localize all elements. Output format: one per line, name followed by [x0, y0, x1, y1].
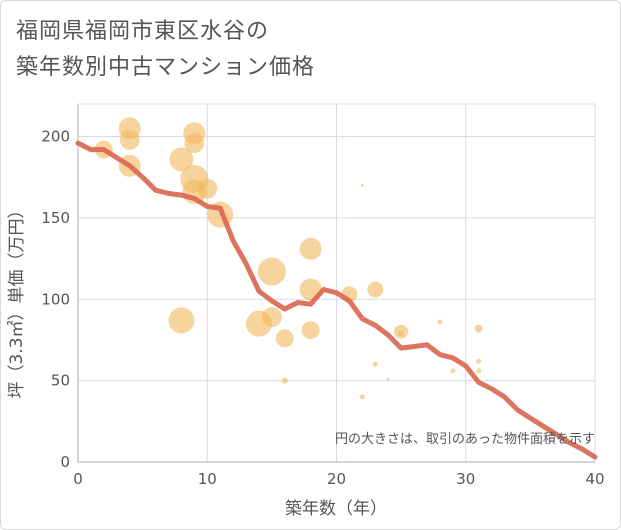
bubble-point [257, 257, 286, 286]
x-tick-label: 10 [198, 470, 217, 488]
bubble-point [281, 377, 288, 384]
bubble-point [386, 377, 390, 381]
bubble-point [437, 319, 443, 325]
bubble-point [474, 324, 483, 333]
y-tick-label: 200 [41, 128, 70, 146]
bubble-point [197, 178, 218, 199]
trend-line-group [75, 140, 598, 460]
bubble-point [169, 147, 194, 172]
size-note: 円の大きさは、取引のあった物件面積を示す [335, 432, 595, 447]
bubble-point [168, 307, 195, 334]
bubble-point [476, 368, 482, 374]
x-tick-label: 40 [585, 470, 604, 488]
chart-title: 福岡県福岡市東区水谷の 築年数別中古マンション価格 [16, 14, 315, 86]
bubble-point [261, 307, 282, 328]
grid [77, 103, 596, 463]
y-tick-label: 100 [41, 290, 70, 308]
bubble-point [450, 368, 456, 374]
bubble-point [476, 358, 482, 364]
y-tick-label: 50 [51, 372, 70, 390]
bubble-point [275, 329, 294, 348]
bubble-point [299, 237, 322, 260]
x-tick-label: 20 [327, 470, 346, 488]
title-line-2: 築年数別中古マンション価格 [16, 55, 316, 80]
x-axis-label: 築年数（年） [285, 499, 387, 519]
ticks: 0 10 20 30 40 0 50 100 150 200 [41, 128, 604, 488]
bubble-point [119, 129, 140, 150]
y-tick-label: 150 [41, 209, 70, 227]
y-axis-label: 坪（3.3㎡）単価（万円） [7, 201, 27, 398]
bubble-point [360, 183, 364, 187]
bubble-point [359, 394, 365, 400]
title-line-1: 福岡県福岡市東区水谷の [16, 19, 270, 44]
trend-line [75, 140, 598, 460]
bubble-point [398, 330, 405, 337]
x-tick-label: 0 [73, 470, 83, 488]
bubble-point [301, 321, 320, 340]
bubble-point [367, 281, 384, 298]
bubble-point [372, 361, 378, 367]
y-tick-label: 0 [60, 453, 70, 471]
x-tick-label: 30 [456, 470, 475, 488]
bubble-point [184, 133, 205, 154]
